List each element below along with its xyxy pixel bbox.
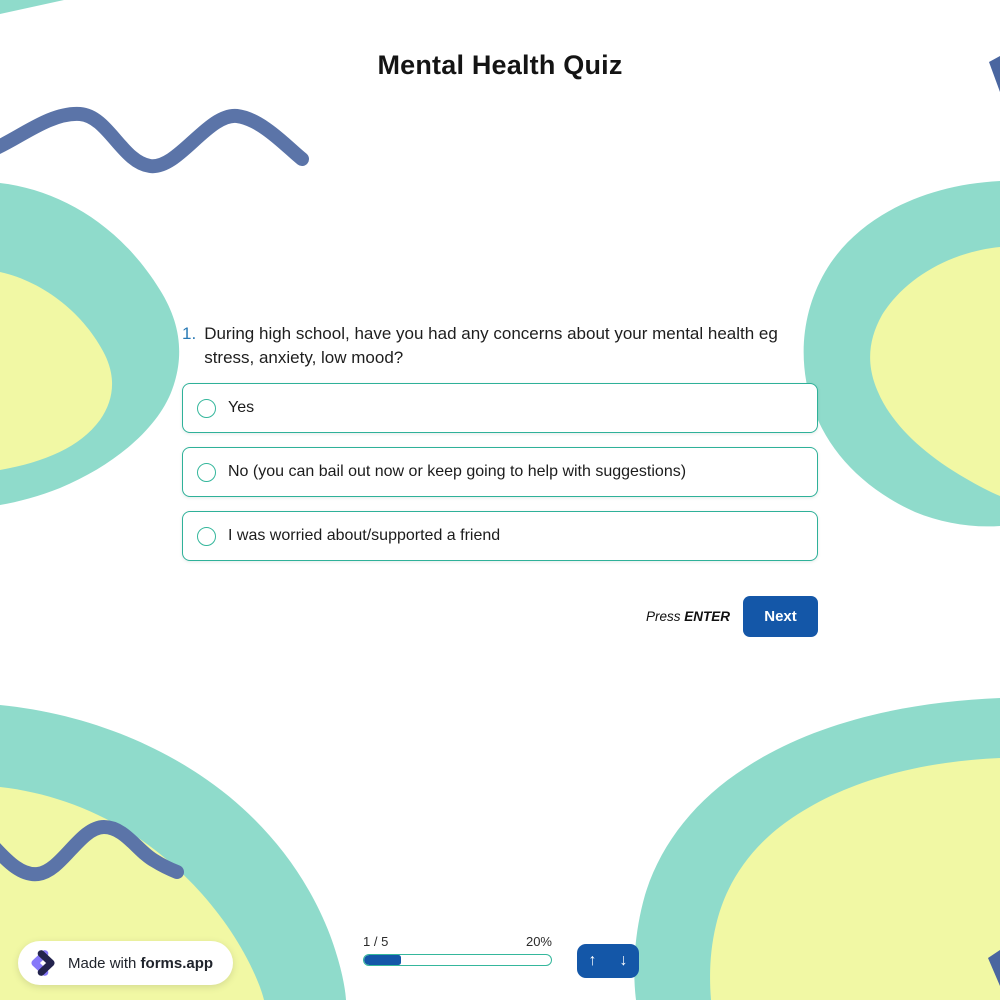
blue-squiggle-top-left xyxy=(0,106,309,174)
progress-fill xyxy=(364,955,402,965)
question: 1. During high school, have you had any … xyxy=(182,322,818,370)
progress-bar xyxy=(363,954,552,966)
badge-label: Made with forms.app xyxy=(68,955,213,972)
teal-wedge-top-left xyxy=(0,0,64,14)
badge-brand: forms.app xyxy=(140,954,214,972)
radio-circle-icon xyxy=(197,398,216,418)
action-row: Press ENTER Next xyxy=(182,596,818,637)
arrow-down-icon: ↓ xyxy=(619,952,628,969)
question-text: During high school, have you had any con… xyxy=(204,324,778,367)
progress-labels: 1 / 5 20% xyxy=(363,934,552,949)
yellow-blob-right xyxy=(870,247,1000,496)
progress-percent-label: 20% xyxy=(525,934,552,949)
yellow-blob-bottom-right xyxy=(710,758,1000,1000)
option-friend[interactable]: I was worried about/supported a friend xyxy=(182,511,818,561)
arrow-up-icon: ↑ xyxy=(588,952,597,969)
page-title: Mental Health Quiz xyxy=(377,50,623,80)
badge-prefix: Made with xyxy=(68,954,137,972)
option-yes[interactable]: Yes xyxy=(182,383,818,433)
option-label: No (you can bail out now or keep going t… xyxy=(228,463,687,480)
next-button[interactable]: Next xyxy=(743,596,818,637)
options-list: Yes No (you can bail out now or keep goi… xyxy=(182,383,818,561)
blue-squiggle-bottom-left xyxy=(0,819,184,882)
radio-circle-icon xyxy=(197,462,216,482)
blue-mark-bottom-right xyxy=(988,950,1000,986)
radio-circle-icon xyxy=(197,526,216,546)
next-question-button[interactable]: ↓ xyxy=(608,944,639,978)
press-word: Press xyxy=(645,609,681,624)
made-with-badge[interactable]: Made with forms.app xyxy=(18,941,234,985)
option-label: Yes xyxy=(228,399,255,416)
progress-section: 1 / 5 20% xyxy=(363,934,552,966)
formsapp-logo-icon xyxy=(31,950,55,976)
option-no[interactable]: No (you can bail out now or keep going t… xyxy=(182,447,818,497)
prev-question-button[interactable]: ↑ xyxy=(577,944,608,978)
press-enter-hint: Press ENTER xyxy=(646,609,730,624)
question-number: 1. xyxy=(182,324,197,343)
enter-key-word: ENTER xyxy=(684,609,730,624)
option-label: I was worried about/supported a friend xyxy=(228,527,501,544)
blue-mark-top-right xyxy=(989,56,1000,92)
question-nav: ↑ ↓ xyxy=(577,944,639,978)
question-block: 1. During high school, have you had any … xyxy=(182,322,818,637)
progress-step-label: 1 / 5 xyxy=(363,934,389,949)
yellow-blob-left xyxy=(0,272,113,470)
